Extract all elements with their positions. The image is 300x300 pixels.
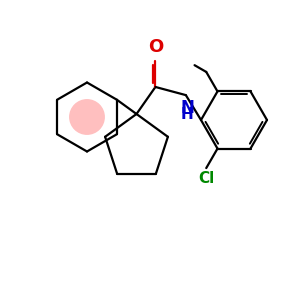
Text: Cl: Cl <box>198 171 214 186</box>
Text: H: H <box>181 106 194 122</box>
Circle shape <box>69 99 105 135</box>
Text: O: O <box>148 38 163 56</box>
Text: N: N <box>180 99 194 117</box>
